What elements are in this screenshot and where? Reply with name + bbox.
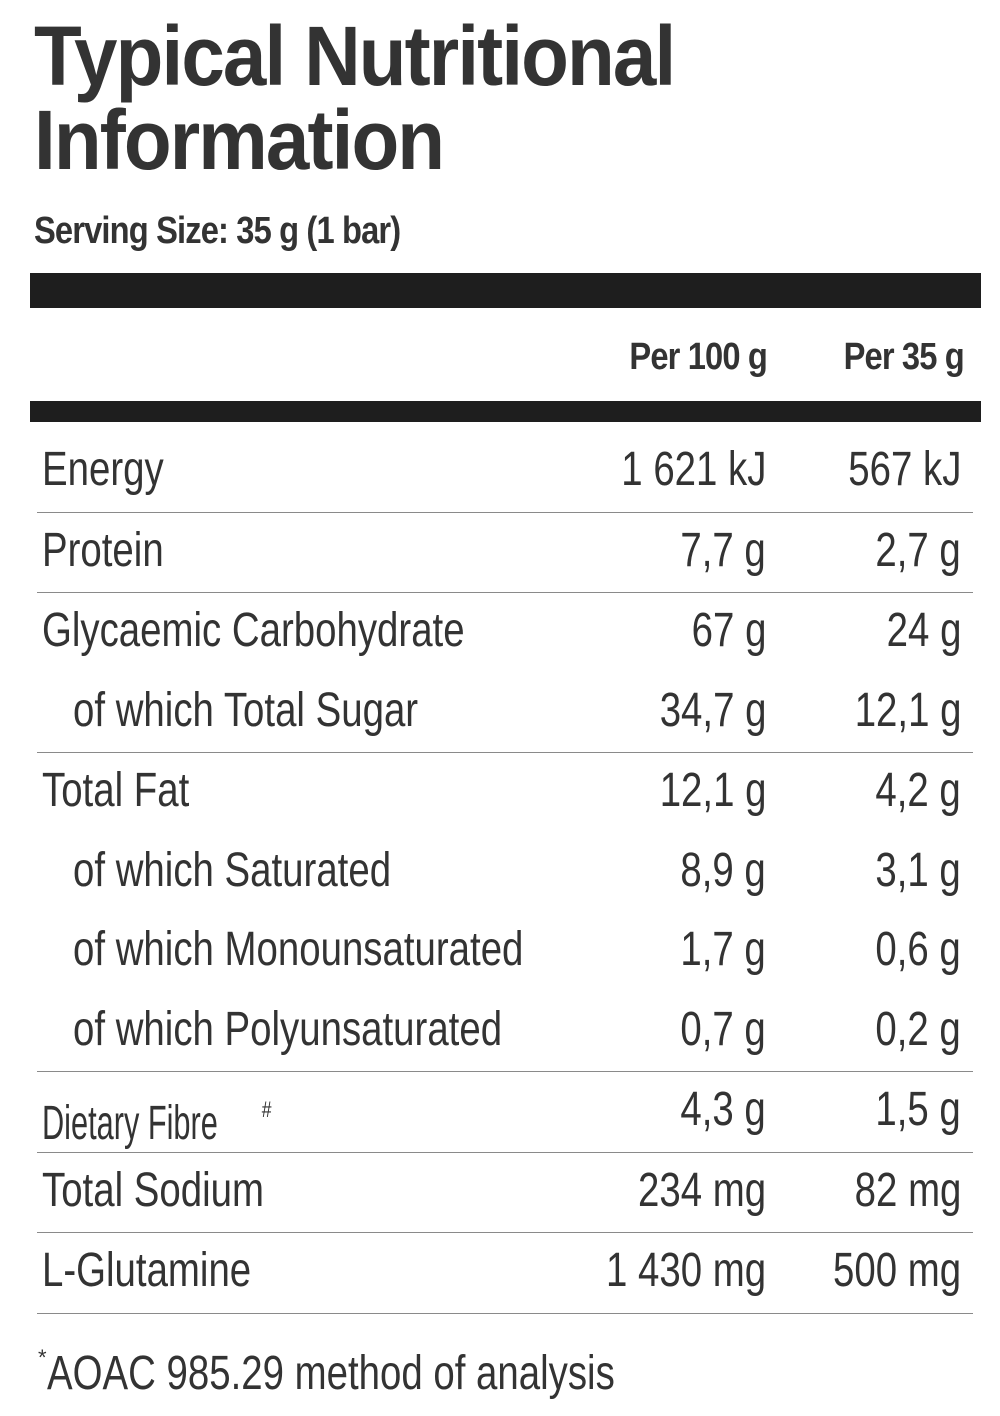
value-per-100g: 234 mg	[637, 1163, 766, 1217]
row-label: Total Sodium	[42, 1163, 264, 1217]
value-per-100g: 0,7 g	[680, 1002, 766, 1056]
value-per-100g: 1 621 kJ	[620, 443, 766, 496]
row-label: Dietary Fibre #	[42, 1097, 272, 1150]
value-per-serving: 0,2 g	[875, 1002, 961, 1056]
value-per-serving: 24 g	[886, 604, 961, 657]
table-row-dietary-fibre: Dietary Fibre # 4,3 g 1,5 g	[37, 1072, 973, 1153]
row-label: Energy	[42, 443, 164, 496]
table-row-monounsaturated: of which Monounsaturated 1,7 g 0,6 g	[37, 912, 973, 992]
table-row-polyunsaturated: of which Polyunsaturated 0,7 g 0,2 g	[37, 992, 973, 1072]
value-per-100g: 1 430 mg	[605, 1244, 766, 1297]
row-label: L-Glutamine	[42, 1244, 252, 1297]
table-row-saturated: of which Saturated 8,9 g 3,1 g	[37, 833, 973, 913]
row-label: of which Monounsaturated	[73, 923, 524, 976]
value-per-serving: 1,5 g	[875, 1083, 961, 1136]
value-per-serving: 3,1 g	[875, 843, 961, 897]
header-divider-bar	[30, 401, 981, 422]
value-per-serving: 82 mg	[854, 1163, 961, 1217]
value-per-serving: 2,7 g	[875, 523, 961, 577]
footnote-marker: #	[261, 1097, 272, 1122]
table-row-total-sodium: Total Sodium 234 mg 82 mg	[37, 1153, 973, 1233]
value-per-100g: 7,7 g	[680, 523, 766, 577]
footnote-asterisk: *	[38, 1345, 47, 1370]
value-per-100g: 1,7 g	[680, 923, 766, 976]
column-header-per-serving: Per 35 g	[843, 336, 965, 378]
value-per-100g: 34,7 g	[659, 683, 766, 737]
value-per-100g: 8,9 g	[680, 843, 766, 897]
value-per-serving: 0,6 g	[875, 923, 961, 976]
column-header-per-100g: Per 100 g	[629, 336, 767, 378]
value-per-serving: 500 mg	[832, 1244, 961, 1297]
row-label: Glycaemic Carbohydrate	[42, 604, 465, 657]
footnote: *AOAC 985.29 method of analysis	[38, 1330, 756, 1402]
row-label: of which Polyunsaturated	[73, 1002, 503, 1056]
value-per-100g: 12,1 g	[659, 764, 766, 817]
table-row-total-sugar: of which Total Sugar 34,7 g 12,1 g	[37, 673, 973, 753]
title-line-2: Information	[34, 93, 445, 187]
row-label: Protein	[42, 523, 164, 577]
value-per-100g: 4,3 g	[680, 1083, 766, 1136]
table-row-l-glutamine: L-Glutamine 1 430 mg 500 mg	[37, 1233, 973, 1314]
title-line-1: Typical Nutritional	[34, 9, 676, 103]
row-label: of which Saturated	[73, 843, 392, 897]
row-label: of which Total Sugar	[73, 683, 419, 737]
table-row-carbohydrate: Glycaemic Carbohydrate 67 g 24 g	[37, 593, 973, 673]
serving-size: Serving Size: 35 g (1 bar)	[34, 210, 401, 252]
value-per-serving: 567 kJ	[847, 443, 961, 496]
top-divider-bar	[30, 273, 981, 308]
table-row-protein: Protein 7,7 g 2,7 g	[37, 513, 973, 593]
row-label: Total Fat	[42, 764, 190, 817]
table-row-total-fat: Total Fat 12,1 g 4,2 g	[37, 753, 973, 833]
value-per-serving: 4,2 g	[875, 764, 961, 817]
nutrition-table: Energy 1 621 kJ 567 kJ Protein 7,7 g 2,7…	[37, 432, 973, 1314]
page-title: Typical Nutritional Information	[34, 9, 676, 187]
value-per-serving: 12,1 g	[854, 683, 961, 737]
value-per-100g: 67 g	[691, 604, 766, 657]
footnote-text: AOAC 985.29 method of analysis	[46, 1347, 615, 1400]
table-row-energy: Energy 1 621 kJ 567 kJ	[37, 432, 973, 513]
